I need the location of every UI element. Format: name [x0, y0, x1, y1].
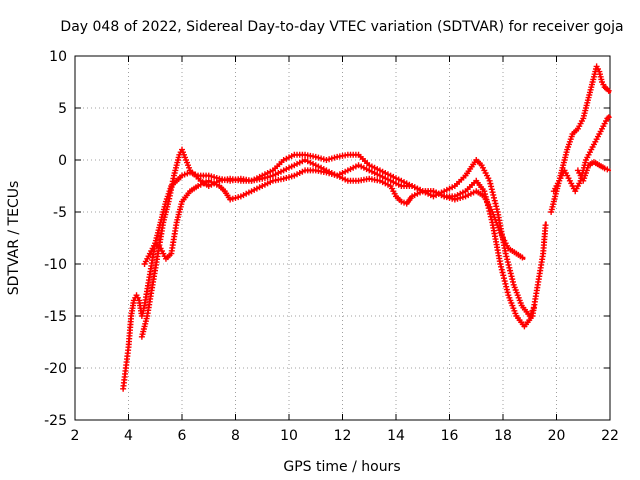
data-point	[490, 191, 497, 198]
data-point	[506, 264, 513, 271]
data-point	[504, 289, 511, 296]
series-track-4	[548, 63, 612, 215]
data-point	[507, 267, 514, 274]
data-point	[504, 259, 511, 266]
data-point	[509, 276, 516, 283]
y-tick-label: 5	[58, 101, 67, 117]
data-point	[504, 256, 511, 263]
y-tick-label: -25	[44, 413, 67, 429]
data-point	[491, 194, 498, 201]
x-tick-label: 4	[124, 428, 133, 444]
data-point	[497, 261, 504, 267]
series-track-3	[141, 167, 526, 267]
data-point	[489, 189, 496, 196]
data-point	[505, 261, 512, 268]
data-series	[120, 63, 612, 392]
x-tick-label: 8	[231, 428, 240, 444]
data-point	[493, 203, 500, 210]
y-tick-label: -15	[44, 309, 67, 325]
y-tick-label: -10	[44, 257, 67, 273]
x-axis-label: GPS time / hours	[283, 459, 400, 475]
tick-labels: 2 4 6 8 10 12 14 16 18 20 22 -25 -20 -15 -10 -5 0 5 10	[44, 49, 619, 444]
data-point	[500, 275, 507, 282]
data-point	[493, 206, 500, 213]
series-line	[550, 65, 612, 214]
data-point	[605, 87, 612, 94]
data-point	[509, 278, 516, 285]
data-point	[481, 188, 488, 195]
data-point	[542, 222, 549, 229]
x-tick-label: 18	[494, 428, 512, 444]
x-tick-label: 2	[71, 428, 80, 444]
data-point	[487, 180, 494, 187]
y-tick-label: 0	[58, 153, 67, 169]
data-point	[503, 283, 510, 290]
x-tick-label: 10	[280, 428, 298, 444]
data-point	[486, 177, 493, 184]
data-point	[500, 272, 507, 279]
data-point	[507, 270, 514, 277]
x-tick-label: 22	[601, 428, 619, 444]
data-point	[499, 269, 506, 276]
x-tick-label: 12	[334, 428, 352, 444]
x-tick-label: 16	[441, 428, 459, 444]
data-point	[519, 254, 526, 261]
series-track-6	[574, 159, 612, 184]
data-point	[491, 197, 498, 204]
grid-lines	[75, 56, 610, 420]
x-tick-label: 6	[178, 428, 187, 444]
data-point	[498, 263, 505, 270]
x-tick-label: 14	[387, 428, 405, 444]
y-tick-label: 10	[49, 49, 67, 65]
data-point	[501, 278, 508, 285]
data-point	[488, 186, 495, 193]
data-point	[498, 266, 505, 273]
data-point	[488, 183, 495, 190]
data-point	[502, 250, 509, 257]
data-point	[502, 280, 509, 287]
y-axis-label: SDTVAR / TECUs	[6, 181, 22, 296]
series-track-1	[120, 151, 537, 392]
data-point	[503, 286, 510, 293]
data-point	[605, 114, 612, 121]
data-point	[508, 273, 515, 280]
chart-title: Day 048 of 2022, Sidereal Day-to-day VTE…	[60, 19, 623, 35]
y-tick-label: -20	[44, 361, 67, 377]
data-point	[503, 253, 510, 260]
data-point	[492, 200, 499, 207]
data-point	[604, 166, 611, 173]
y-tick-label: -5	[53, 205, 67, 221]
axis-ticks	[74, 55, 611, 421]
x-tick-label: 20	[548, 428, 566, 444]
